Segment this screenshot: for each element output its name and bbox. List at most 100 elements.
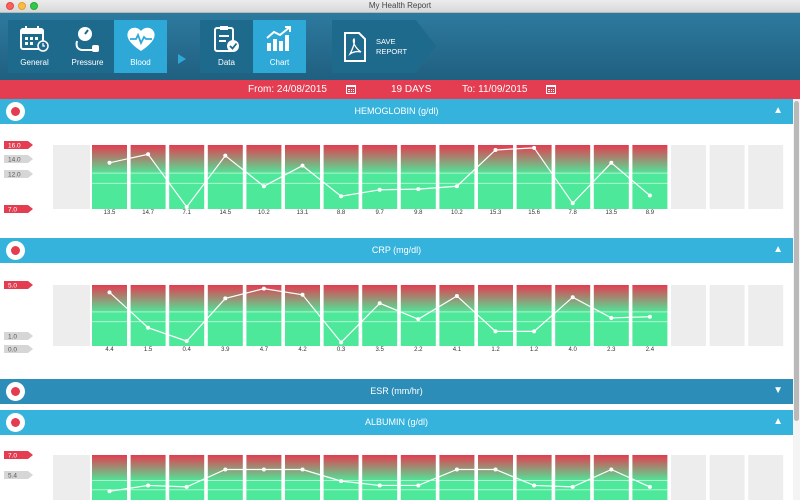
data-point[interactable] [107, 290, 112, 295]
day-column[interactable] [400, 455, 436, 500]
collapse-icon[interactable]: ▲ [773, 105, 783, 116]
close-window-button[interactable] [6, 2, 14, 10]
collapse-icon[interactable]: ▲ [773, 416, 783, 427]
data-point[interactable] [300, 292, 305, 297]
data-point[interactable] [377, 301, 382, 306]
data-point[interactable] [454, 293, 459, 298]
maximize-window-button[interactable] [30, 2, 38, 10]
day-column[interactable] [207, 285, 243, 346]
pressure-button[interactable]: Pressure [61, 20, 114, 73]
data-point[interactable] [261, 467, 266, 472]
to-calendar-icon[interactable] [546, 85, 556, 94]
day-column[interactable] [246, 455, 282, 500]
data-point[interactable] [493, 147, 498, 152]
day-column[interactable] [400, 145, 436, 209]
blood-button[interactable]: Blood [114, 20, 167, 73]
day-column[interactable] [285, 145, 320, 209]
data-point[interactable] [416, 483, 421, 488]
day-column[interactable] [632, 145, 668, 209]
chart-view-button[interactable]: Chart [253, 20, 306, 73]
day-column[interactable] [323, 145, 359, 209]
section-header-crp[interactable]: CRP (mg/dl) ▲ [0, 238, 793, 263]
day-column[interactable] [207, 455, 243, 500]
data-point[interactable] [300, 163, 305, 168]
day-column[interactable] [362, 455, 398, 500]
day-column[interactable] [516, 145, 552, 209]
day-column[interactable] [169, 145, 205, 209]
data-point[interactable] [339, 194, 344, 199]
data-point[interactable] [184, 339, 189, 344]
data-point[interactable] [300, 467, 305, 472]
day-column[interactable] [593, 455, 629, 500]
data-point[interactable] [570, 201, 575, 206]
day-column[interactable] [362, 145, 398, 209]
day-column[interactable] [555, 285, 591, 346]
day-column[interactable] [130, 455, 166, 500]
data-point[interactable] [146, 152, 151, 157]
data-point[interactable] [339, 340, 344, 345]
day-column[interactable] [169, 455, 205, 500]
data-point[interactable] [223, 296, 228, 301]
day-column[interactable] [323, 285, 359, 346]
data-point[interactable] [493, 329, 498, 334]
day-column[interactable] [478, 455, 513, 500]
data-point[interactable] [416, 187, 421, 192]
data-point[interactable] [454, 184, 459, 189]
collapse-icon[interactable]: ▲ [773, 244, 783, 255]
day-column[interactable] [400, 285, 436, 346]
data-point[interactable] [609, 315, 614, 320]
data-point[interactable] [647, 193, 652, 198]
day-column[interactable] [169, 285, 205, 346]
minimize-window-button[interactable] [18, 2, 26, 10]
data-point[interactable] [107, 160, 112, 165]
save-report-button[interactable]: SAVE REPORT [332, 20, 416, 73]
section-header-albumin[interactable]: ALBUMIN (g/dl) ▲ [0, 410, 793, 435]
data-point[interactable] [184, 484, 189, 489]
general-button[interactable]: General [8, 20, 61, 73]
day-column[interactable] [593, 145, 629, 209]
from-date[interactable]: From: 24/08/2015 [248, 84, 327, 95]
day-column[interactable] [439, 145, 475, 209]
day-column[interactable] [285, 455, 320, 500]
data-point[interactable] [261, 286, 266, 291]
day-column[interactable] [439, 455, 475, 500]
data-point[interactable] [454, 467, 459, 472]
data-view-button[interactable]: Data [200, 20, 253, 73]
data-point[interactable] [377, 187, 382, 192]
data-point[interactable] [377, 483, 382, 488]
data-point[interactable] [609, 467, 614, 472]
data-point[interactable] [223, 153, 228, 158]
day-column[interactable] [516, 455, 552, 500]
data-point[interactable] [647, 484, 652, 489]
from-calendar-icon[interactable] [346, 85, 356, 94]
data-point[interactable] [532, 329, 537, 334]
data-point[interactable] [146, 325, 151, 330]
day-column[interactable] [632, 455, 668, 500]
data-point[interactable] [532, 145, 537, 150]
day-column[interactable] [246, 285, 282, 346]
day-column[interactable] [478, 285, 513, 346]
data-point[interactable] [146, 483, 151, 488]
day-column[interactable] [593, 285, 629, 346]
data-point[interactable] [223, 467, 228, 472]
expand-icon[interactable]: ▼ [773, 385, 783, 396]
data-point[interactable] [339, 479, 344, 484]
scrollbar-thumb[interactable] [794, 101, 799, 421]
data-point[interactable] [570, 295, 575, 300]
data-point[interactable] [609, 160, 614, 165]
data-point[interactable] [647, 314, 652, 319]
day-column[interactable] [555, 145, 591, 209]
section-header-esr[interactable]: ESR (mm/hr) ▼ [0, 379, 793, 404]
day-column[interactable] [92, 285, 127, 346]
day-column[interactable] [555, 455, 591, 500]
data-point[interactable] [570, 484, 575, 489]
data-point[interactable] [493, 467, 498, 472]
data-point[interactable] [532, 483, 537, 488]
day-column[interactable] [92, 145, 127, 209]
data-point[interactable] [416, 317, 421, 322]
section-header-hemoglobin[interactable]: HEMOGLOBIN (g/dl) ▲ [0, 99, 793, 124]
to-date[interactable]: To: 11/09/2015 [462, 84, 528, 95]
day-column[interactable] [130, 285, 166, 346]
data-point[interactable] [107, 489, 112, 494]
data-point[interactable] [261, 184, 266, 189]
